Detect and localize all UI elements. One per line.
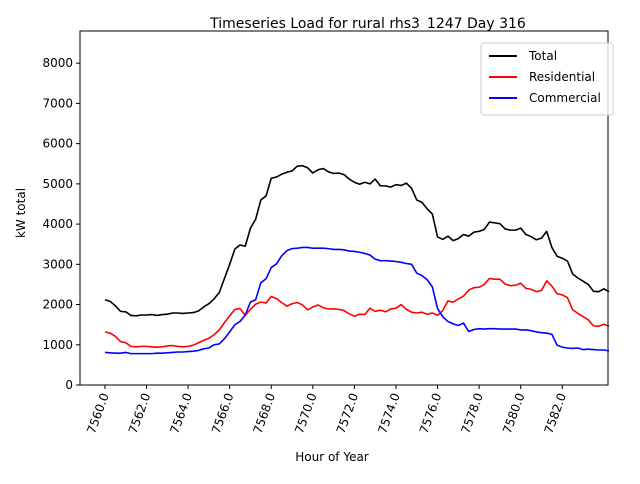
y-tick-label: 5000 <box>42 177 73 191</box>
y-tick-label: 1000 <box>42 338 73 352</box>
y-tick-label: 7000 <box>42 96 73 110</box>
chart-title: Timeseries Load for rural rhs3_1247 Day … <box>209 16 526 32</box>
series-line-total <box>104 164 610 317</box>
y-tick-label: 0 <box>65 378 73 392</box>
y-tick-label: 4000 <box>42 217 73 231</box>
legend-label-total: Total <box>528 49 557 63</box>
y-tick-label: 3000 <box>42 257 73 271</box>
y-tick-label: 8000 <box>42 56 73 70</box>
series-line-residential <box>104 277 610 348</box>
series-line-commercial <box>104 246 610 355</box>
legend: Total Residential Commercial <box>480 42 614 116</box>
x-axis-label: Hour of Year <box>295 450 369 464</box>
plot-frame <box>79 30 609 386</box>
legend-label-commercial: Commercial <box>529 91 601 105</box>
plot-area <box>104 164 610 355</box>
y-axis: 0 1000 2000 3000 4000 5000 6000 7000 8000 <box>42 56 80 392</box>
legend-label-residential: Residential <box>529 70 595 84</box>
y-axis-label: kW total <box>14 188 28 238</box>
y-tick-label: 6000 <box>42 137 73 151</box>
y-tick-label: 2000 <box>42 298 73 312</box>
